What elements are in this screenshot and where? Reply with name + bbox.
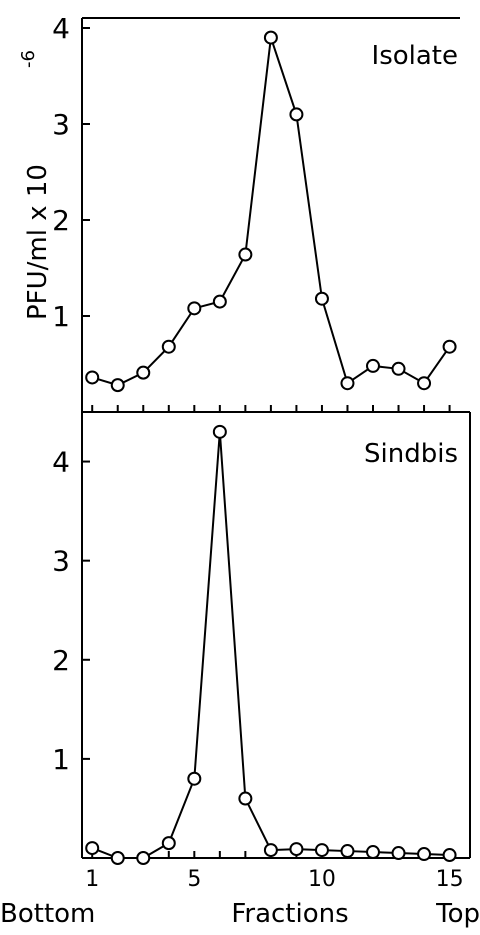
data-point-isolate: [85, 370, 100, 385]
y-tick-label-isolate: 2: [52, 204, 70, 237]
data-point-isolate: [161, 339, 176, 354]
data-point-isolate: [110, 378, 125, 393]
data-point-sindbis: [340, 844, 355, 859]
y-axis-label-text: PFU/ml x 10: [23, 164, 53, 320]
data-point-isolate: [136, 365, 151, 380]
y-tick-label-sindbis: 2: [52, 644, 70, 677]
data-point-sindbis: [238, 791, 253, 806]
data-point-isolate: [263, 30, 278, 45]
x-axis-labels: Bottom Fractions Top: [0, 899, 480, 929]
series-line-sindbis: [91, 431, 450, 859]
data-point-sindbis: [187, 771, 202, 786]
y-axis-label-exponent: -6: [18, 50, 39, 68]
data-point-sindbis: [212, 424, 227, 439]
y-tick-label-sindbis: 1: [52, 743, 70, 776]
data-point-isolate: [340, 376, 355, 391]
data-point-isolate: [366, 358, 380, 373]
data-point-sindbis: [110, 851, 125, 865]
data-point-isolate: [442, 339, 457, 354]
panel-label-sindbis: Sindbis: [364, 439, 458, 469]
y-tick-label-sindbis: 4: [52, 446, 70, 479]
data-point-sindbis: [417, 847, 432, 862]
x-tick-label: 1: [85, 867, 99, 892]
data-point-sindbis: [314, 843, 329, 858]
panel-label-isolate: Isolate: [372, 41, 458, 71]
y-axis-label: PFU/ml x 10 -6: [18, 50, 53, 320]
data-point-isolate: [391, 361, 406, 376]
data-point-isolate: [187, 301, 202, 316]
data-point-isolate: [417, 376, 432, 391]
y-tick-label-sindbis: 3: [52, 545, 70, 578]
y-tick-label-isolate: 3: [52, 108, 70, 141]
data-point-sindbis: [161, 836, 176, 851]
data-point-isolate: [314, 291, 329, 306]
series-line-isolate: [91, 37, 451, 387]
data-point-isolate: [238, 247, 253, 262]
y-tick-label-isolate: 1: [52, 300, 70, 333]
data-point-sindbis: [263, 843, 278, 858]
data-point-isolate: [212, 294, 227, 309]
x-axis-right-label: Top: [435, 899, 480, 929]
data-point-sindbis: [442, 848, 457, 863]
data-point-sindbis: [85, 841, 100, 856]
panel-isolate: Isolate PFU/ml x 10 -6 1 2 3 4: [18, 12, 470, 413]
x-tick-label: 5: [187, 867, 201, 892]
x-axis-left-label: Bottom: [0, 899, 95, 929]
y-tick-label-isolate: 4: [52, 12, 70, 45]
data-point-isolate: [289, 107, 304, 122]
data-point-sindbis: [289, 842, 304, 857]
data-point-sindbis: [391, 846, 406, 861]
x-tick-label: 15: [436, 867, 464, 892]
x-axis-label: Fractions: [231, 899, 348, 929]
data-point-sindbis: [136, 851, 151, 865]
x-tick-label: 10: [308, 867, 336, 892]
data-point-sindbis: [366, 845, 380, 860]
